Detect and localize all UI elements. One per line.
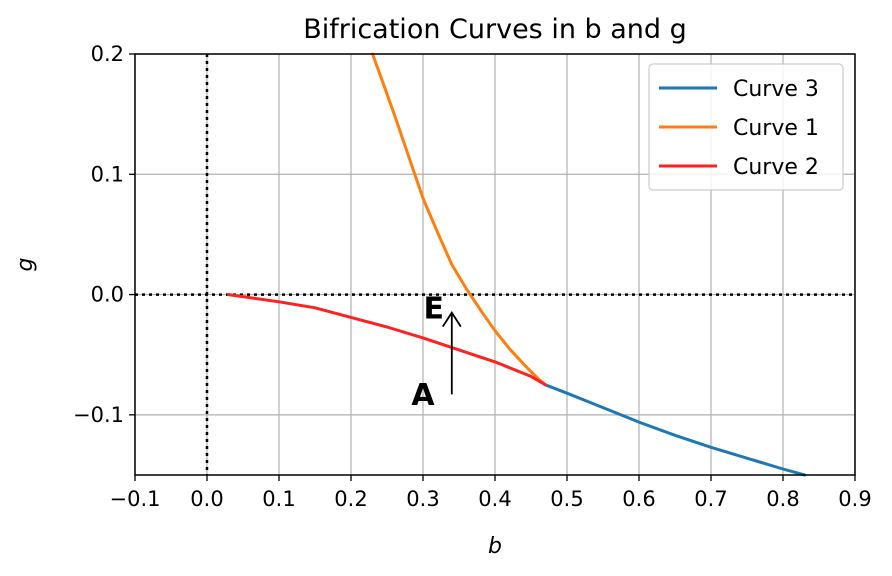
annotations: EA (411, 292, 462, 413)
y-tick-label: 0.1 (91, 162, 124, 186)
legend-label: Curve 2 (733, 155, 819, 180)
x-tick-label: 0.0 (190, 487, 223, 511)
y-tick-label: −0.1 (73, 403, 124, 427)
annotation-arrow-head (442, 310, 462, 328)
reference-lines (135, 54, 855, 475)
x-tick-label: 0.6 (622, 487, 655, 511)
x-tick-label: 0.9 (838, 487, 871, 511)
y-axis-label: g (13, 257, 38, 271)
annotation-label-e: E (424, 292, 445, 327)
legend: Curve 3 Curve 1 Curve 2 (648, 63, 844, 191)
x-tick-label: 0.7 (694, 487, 727, 511)
series-lines (227, 52, 807, 477)
legend-label: Curve 1 (733, 116, 819, 141)
series-line-curve-1 (371, 52, 547, 387)
series-line-curve-2 (227, 293, 547, 387)
x-tick-label: 0.5 (550, 487, 583, 511)
legend-label: Curve 3 (733, 77, 819, 102)
x-tick-label: 0.4 (478, 487, 511, 511)
axis-ticks: −0.1 0.0 0.1 0.2 0.3 0.4 0.5 0.6 0.7 0.8 0.9 −0.1 0.… (73, 42, 872, 511)
y-tick-label: 0.2 (91, 42, 124, 66)
series-line-curve-3 (543, 383, 807, 477)
x-tick-label: −0.1 (110, 487, 161, 511)
chart-title: Bifrication Curves in b and g (303, 14, 687, 45)
y-tick-label: 0.0 (91, 283, 124, 307)
annotation-label-a: A (411, 378, 435, 413)
x-tick-label: 0.1 (262, 487, 295, 511)
x-tick-label: 0.2 (334, 487, 367, 511)
x-tick-label: 0.3 (406, 487, 439, 511)
legend-box (648, 63, 844, 191)
x-axis-label: b (488, 534, 502, 559)
x-tick-label: 0.8 (766, 487, 799, 511)
